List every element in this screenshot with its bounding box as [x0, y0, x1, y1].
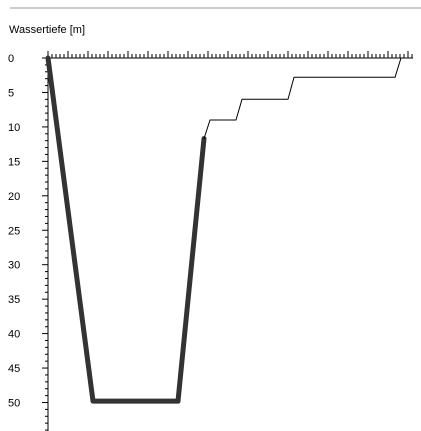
y-tick-label: 30	[8, 260, 20, 272]
x-ticks	[47, 51, 413, 58]
y-tick-label: 10	[8, 122, 20, 134]
depth-profile-thin-line	[203, 57, 402, 140]
y-tick-label: 5	[8, 87, 14, 99]
y-tick-label: 20	[8, 191, 20, 203]
axes	[47, 57, 413, 431]
y-tick-label: 15	[8, 156, 20, 168]
y-tick-label: 40	[8, 329, 20, 341]
y-tick-label: 50	[8, 398, 20, 410]
y-axis-label: Wassertiefe [m]	[9, 24, 85, 36]
y-ticks: 0510152025303540455055	[8, 53, 48, 431]
depth-profile-thick-line	[45, 55, 207, 404]
y-tick-label: 45	[8, 363, 20, 375]
series-layer	[45, 55, 402, 404]
y-tick-label: 25	[8, 225, 20, 237]
y-tick-label: 35	[8, 294, 20, 306]
y-tick-label: 0	[8, 53, 14, 65]
